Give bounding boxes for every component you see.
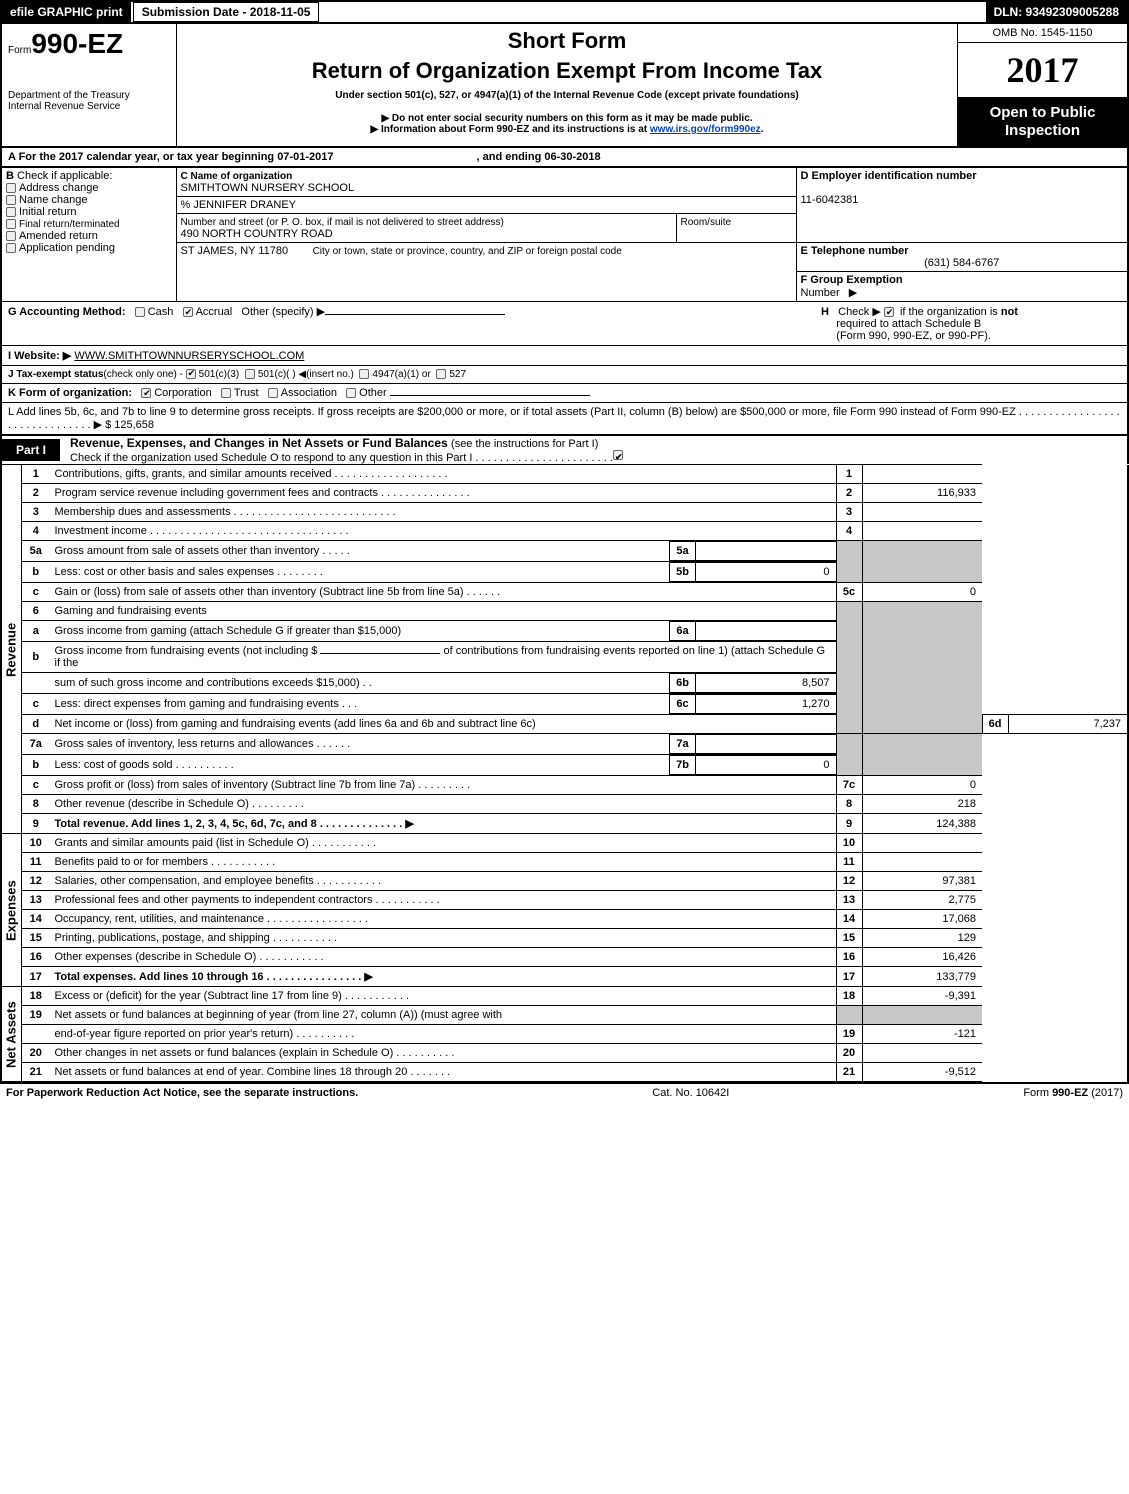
section-j-tax-exempt: J Tax-exempt status(check only one) - 50… (0, 366, 1129, 384)
checkbox-name-change[interactable] (6, 195, 16, 205)
form-version: Form 990-EZ (2017) (1023, 1087, 1123, 1099)
return-title: Return of Organization Exempt From Incom… (183, 58, 951, 84)
checkbox-4947[interactable] (359, 369, 369, 379)
care-of: % JENNIFER DRANEY (181, 199, 297, 211)
short-form-title: Short Form (183, 28, 951, 54)
checkbox-527[interactable] (436, 369, 446, 379)
section-g-h: G Accounting Method: Cash Accrual Other … (0, 302, 1129, 346)
revenue-sidebar: Revenue (1, 465, 22, 834)
telephone-value: (631) 584-6767 (801, 257, 1124, 269)
line-17-total-expenses: 133,779 (862, 967, 982, 987)
ein-value: 11-6042381 (801, 194, 859, 206)
checkbox-corporation[interactable] (141, 388, 151, 398)
org-info-table: B Check if applicable: Address change Na… (0, 167, 1129, 302)
checkbox-final-return[interactable] (6, 219, 16, 229)
checkbox-initial-return[interactable] (6, 207, 16, 217)
tax-year: 2017 (958, 43, 1127, 98)
checkbox-address-change[interactable] (6, 183, 16, 193)
city-state-zip: ST JAMES, NY 11780 (181, 245, 289, 257)
line-9-total-revenue: 124,388 (862, 814, 982, 834)
section-f-label: F Group Exemption (801, 274, 903, 286)
checkbox-schedule-b[interactable] (884, 307, 894, 317)
do-not-enter: ▶ Do not enter social security numbers o… (183, 113, 951, 124)
checkbox-trust[interactable] (221, 388, 231, 398)
website-value: WWW.SMITHTOWNNURSERYSCHOOL.COM (74, 350, 304, 362)
section-b-label: B (6, 170, 14, 182)
checkbox-501c[interactable] (245, 369, 255, 379)
checkbox-other-org[interactable] (346, 388, 356, 398)
irs-label: Internal Revenue Service (8, 101, 170, 112)
part-i-header: Part I Revenue, Expenses, and Changes in… (0, 435, 1129, 464)
under-section: Under section 501(c), 527, or 4947(a)(1)… (183, 90, 951, 101)
line-21-net-assets-end: -9,512 (862, 1063, 982, 1082)
dln-label: DLN: 93492309005288 (986, 2, 1127, 22)
top-bar: efile GRAPHIC print Submission Date - 20… (0, 0, 1129, 24)
net-assets-sidebar: Net Assets (1, 987, 22, 1082)
checkbox-association[interactable] (268, 388, 278, 398)
section-k-form-org: K Form of organization: Corporation Trus… (0, 384, 1129, 403)
checkbox-accrual[interactable] (183, 307, 193, 317)
street-address: 490 NORTH COUNTRY ROAD (181, 228, 333, 240)
form990ez-link[interactable]: www.irs.gov/form990ez (650, 124, 761, 135)
part-i-lines-table: Revenue 1Contributions, gifts, grants, a… (0, 464, 1129, 1082)
efile-print-label: efile GRAPHIC print (2, 2, 131, 22)
section-a-tax-year: A For the 2017 calendar year, or tax yea… (0, 147, 1129, 167)
dept-treasury: Department of the Treasury (8, 90, 170, 101)
checkbox-cash[interactable] (135, 307, 145, 317)
open-to-public: Open to Public Inspection (958, 98, 1127, 146)
section-i-website: I Website: ▶ WWW.SMITHTOWNNURSERYSCHOOL.… (0, 346, 1129, 366)
line-2-value: 116,933 (862, 484, 982, 503)
checkbox-application-pending[interactable] (6, 243, 16, 253)
org-name: SMITHTOWN NURSERY SCHOOL (181, 182, 355, 194)
page-footer: For Paperwork Reduction Act Notice, see … (0, 1082, 1129, 1102)
section-d-label: D Employer identification number (801, 170, 977, 182)
paperwork-notice: For Paperwork Reduction Act Notice, see … (6, 1087, 358, 1099)
info-link-line: ▶ Information about Form 990-EZ and its … (183, 124, 951, 135)
checkbox-501c3[interactable] (186, 369, 196, 379)
expenses-sidebar: Expenses (1, 834, 22, 987)
section-e-label: E Telephone number (801, 245, 909, 257)
omb-number: OMB No. 1545-1150 (958, 24, 1127, 43)
part-i-label: Part I (2, 439, 60, 461)
section-l-gross-receipts: L Add lines 5b, 6c, and 7b to line 9 to … (0, 403, 1129, 435)
form-header: Form990-EZ Department of the Treasury In… (0, 24, 1129, 147)
checkbox-amended-return[interactable] (6, 231, 16, 241)
checkbox-schedule-o-part-i[interactable] (613, 450, 623, 460)
form-number: Form990-EZ (8, 28, 170, 60)
catalog-number: Cat. No. 10642I (652, 1087, 729, 1099)
submission-date: Submission Date - 2018-11-05 (133, 2, 320, 22)
